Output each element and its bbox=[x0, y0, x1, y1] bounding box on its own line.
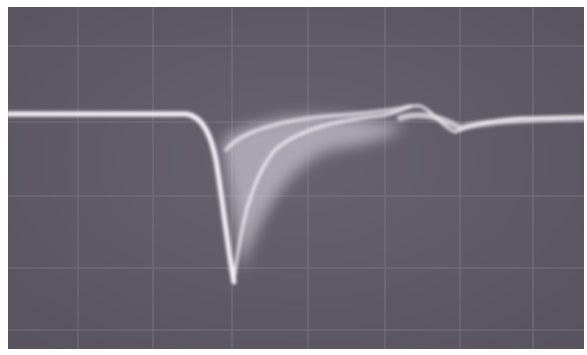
page bbox=[0, 0, 587, 355]
screen bbox=[8, 7, 584, 349]
oscilloscope-photo bbox=[0, 0, 587, 355]
